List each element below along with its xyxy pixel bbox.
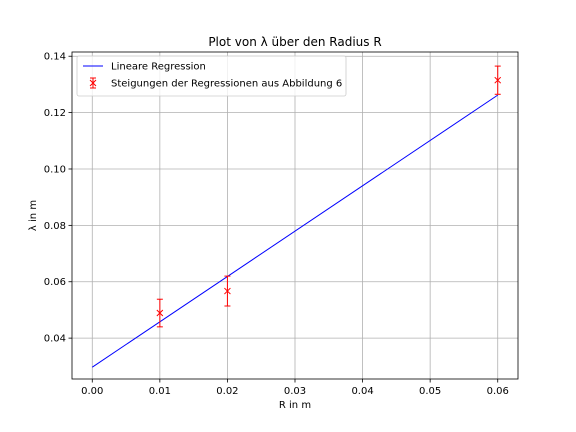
x-marker: [224, 287, 231, 295]
x-axis-label: R in m: [279, 400, 311, 411]
grid: [72, 52, 518, 379]
legend-box: [76, 55, 347, 97]
y-tick-label: 0.08: [44, 221, 66, 232]
data-point: [156, 298, 164, 328]
x-tick-label: 0.03: [284, 386, 306, 397]
legend-label: Lineare Regression: [111, 62, 206, 73]
legend-item: Lineare Regression: [83, 62, 206, 73]
plot-area: [91, 65, 502, 368]
legend-label: Steigungen der Regressionen aus Abbildun…: [111, 79, 342, 90]
legend: Lineare Regression Steigungen der Regress…: [76, 55, 347, 97]
x-tick-label: 0.02: [216, 386, 238, 397]
x-marker: [494, 76, 502, 84]
y-tick-label: 0.14: [44, 52, 66, 63]
axis-ticks: 0.00 0.01 0.02 0.03 0.04 0.05 0.06 0.04 0.06 0.08…: [44, 52, 509, 397]
legend-item: Steigungen der Regressionen aus Abbildun…: [89, 77, 342, 90]
y-tick-label: 0.10: [44, 164, 66, 175]
legend-marker: [89, 79, 97, 87]
x-tick-label: 0.00: [81, 386, 103, 397]
y-tick-label: 0.04: [44, 334, 66, 345]
y-axis-label: λ in m: [28, 200, 39, 231]
x-tick-label: 0.04: [351, 386, 373, 397]
data-point: [224, 275, 231, 307]
x-tick-label: 0.05: [419, 386, 441, 397]
y-tick-label: 0.06: [44, 277, 66, 288]
y-tick-label: 0.12: [44, 108, 66, 119]
x-tick-label: 0.06: [487, 386, 509, 397]
chart-title: Plot von λ über den Radius R: [208, 35, 381, 49]
data-point: [494, 65, 502, 95]
x-marker: [156, 309, 164, 317]
x-tick-label: 0.01: [149, 386, 171, 397]
